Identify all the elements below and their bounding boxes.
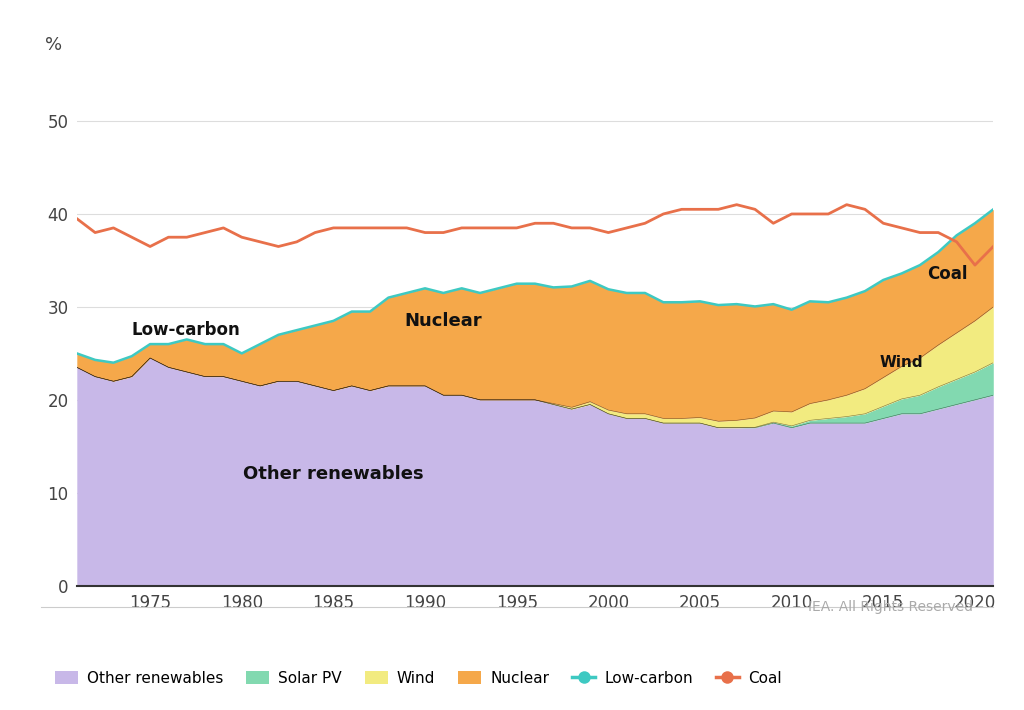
Text: Low-carbon: Low-carbon: [132, 321, 241, 339]
Text: IEA. All Rights Reserved: IEA. All Rights Reserved: [808, 600, 973, 614]
Legend: Other renewables, Solar PV, Wind, Nuclear, Low-carbon, Coal: Other renewables, Solar PV, Wind, Nuclea…: [48, 665, 787, 692]
Text: Nuclear: Nuclear: [404, 312, 482, 330]
Text: Coal: Coal: [927, 266, 968, 283]
Text: %: %: [45, 36, 61, 54]
Text: Other renewables: Other renewables: [243, 465, 424, 484]
Text: Wind: Wind: [880, 355, 924, 370]
